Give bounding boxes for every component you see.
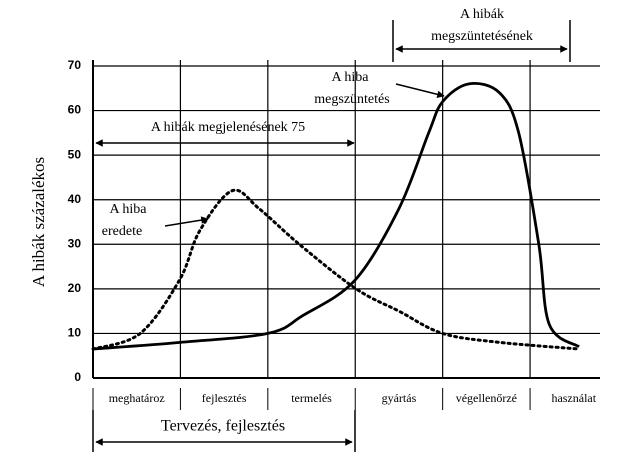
arrow bbox=[395, 83, 445, 99]
annotation: A hibák megjelenésének 75 bbox=[151, 120, 305, 135]
y-tick-label: 0 bbox=[74, 370, 81, 384]
annotation: A hiba bbox=[332, 70, 370, 85]
annotation: eredete bbox=[102, 224, 142, 239]
y-axis-label: A hibák százalékos bbox=[29, 157, 48, 287]
x-tick-label: gyártás bbox=[382, 391, 417, 405]
x-tick-label: használat bbox=[551, 391, 596, 405]
annotation: Tervezés, fejlesztés bbox=[161, 418, 285, 435]
y-tick-label: 50 bbox=[68, 147, 82, 161]
annotation: megszüntetésének bbox=[431, 29, 533, 44]
y-tick-label: 10 bbox=[68, 326, 82, 340]
annotation: A hiba bbox=[110, 202, 148, 217]
x-tick-label: fejlesztés bbox=[202, 391, 247, 405]
arrow bbox=[164, 216, 209, 227]
y-tick-label: 40 bbox=[68, 192, 82, 206]
annotation: megszüntetés bbox=[314, 92, 389, 107]
data-line bbox=[91, 188, 581, 351]
annotation: A hibák bbox=[460, 7, 504, 22]
x-tick-label: meghatároz bbox=[109, 391, 165, 405]
y-tick-label: 20 bbox=[68, 281, 82, 295]
x-tick-label: végellenőrzé bbox=[456, 391, 517, 405]
y-tick-label: 60 bbox=[68, 103, 82, 117]
data-line bbox=[92, 82, 580, 351]
y-tick-label: 30 bbox=[68, 236, 82, 250]
x-tick-label: termelés bbox=[291, 391, 332, 405]
y-tick-label: 70 bbox=[68, 58, 82, 72]
